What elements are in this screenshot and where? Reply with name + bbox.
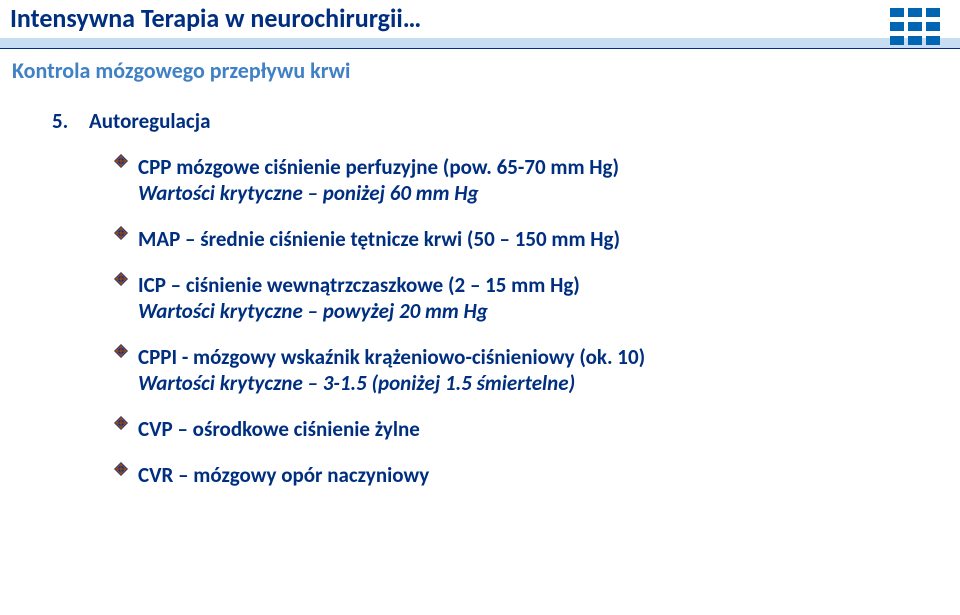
bullet-list: CPP mózgowe ciśnienie perfuzyjne (pow. 6… (52, 154, 920, 488)
bullet-line2: Wartości krytyczne – powyżej 20 mm Hg (138, 298, 580, 324)
bullet-icon (114, 344, 128, 358)
slide-title: Intensywna Terapia w neurochirurgii… (0, 0, 960, 34)
bullet-icon (114, 154, 128, 168)
bullet-line: CVP – ośrodkowe ciśnienie żylne (114, 416, 920, 442)
numbered-heading: 5. Autoregulacja (52, 108, 920, 134)
bullet-icon (114, 226, 128, 240)
bullet-line: MAP – średnie ciśnienie tętnicze krwi (5… (114, 226, 920, 252)
title-underline-bar (0, 38, 960, 48)
bullet-item: CVP – ośrodkowe ciśnienie żylne (114, 416, 920, 442)
bullet-item: CPPI - mózgowy wskaźnik krążeniowo-ciśni… (114, 344, 920, 396)
bullet-item: CPP mózgowe ciśnienie perfuzyjne (pow. 6… (114, 154, 920, 206)
bullet-item: ICP – ciśnienie wewnątrzczaszkowe (2 – 1… (114, 272, 920, 324)
bullet-line: CPP mózgowe ciśnienie perfuzyjne (pow. 6… (114, 154, 920, 206)
bullet-icon (114, 416, 128, 430)
bullet-line1: CPPI - mózgowy wskaźnik krążeniowo-ciśni… (138, 344, 645, 370)
list-number: 5. (52, 108, 68, 134)
bullet-text: MAP – średnie ciśnienie tętnicze krwi (5… (138, 226, 620, 252)
bullet-icon (114, 272, 128, 286)
bullet-text: ICP – ciśnienie wewnątrzczaszkowe (2 – 1… (138, 272, 580, 324)
slide: Intensywna Terapia w neurochirurgii… Kon… (0, 0, 960, 615)
bullet-text: CPPI - mózgowy wskaźnik krążeniowo-ciśni… (138, 344, 645, 396)
bullet-item: MAP – średnie ciśnienie tętnicze krwi (5… (114, 226, 920, 252)
bullet-line1: CPP mózgowe ciśnienie perfuzyjne (pow. 6… (138, 154, 619, 180)
slide-subtitle: Kontrola mózgowego przepływu krwi (0, 49, 960, 84)
bullet-text: CPP mózgowe ciśnienie perfuzyjne (pow. 6… (138, 154, 619, 206)
bullet-line1: CVR – mózgowy opór naczyniowy (138, 462, 429, 488)
bullet-line1: ICP – ciśnienie wewnątrzczaszkowe (2 – 1… (138, 272, 580, 298)
bullet-text: CVR – mózgowy opór naczyniowy (138, 462, 429, 488)
bullet-line2: Wartości krytyczne – 3-1.5 (poniżej 1.5 … (138, 370, 645, 396)
bullet-line1: CVP – ośrodkowe ciśnienie żylne (138, 416, 420, 442)
title-underline-thin (0, 48, 960, 49)
bullet-item: CVR – mózgowy opór naczyniowy (114, 462, 920, 488)
bullet-line1: MAP – średnie ciśnienie tętnicze krwi (5… (138, 226, 620, 252)
content-area: 5. Autoregulacja CPP mózgowe ciśnienie p… (0, 84, 960, 488)
list-label: Autoregulacja (89, 108, 210, 134)
bullet-line: CPPI - mózgowy wskaźnik krążeniowo-ciśni… (114, 344, 920, 396)
logo-icon (890, 4, 942, 52)
bullet-line: ICP – ciśnienie wewnątrzczaszkowe (2 – 1… (114, 272, 920, 324)
bullet-text: CVP – ośrodkowe ciśnienie żylne (138, 416, 420, 442)
title-bar: Intensywna Terapia w neurochirurgii… (0, 0, 960, 49)
bullet-icon (114, 462, 128, 476)
bullet-line: CVR – mózgowy opór naczyniowy (114, 462, 920, 488)
bullet-line2: Wartości krytyczne – poniżej 60 mm Hg (138, 180, 619, 206)
